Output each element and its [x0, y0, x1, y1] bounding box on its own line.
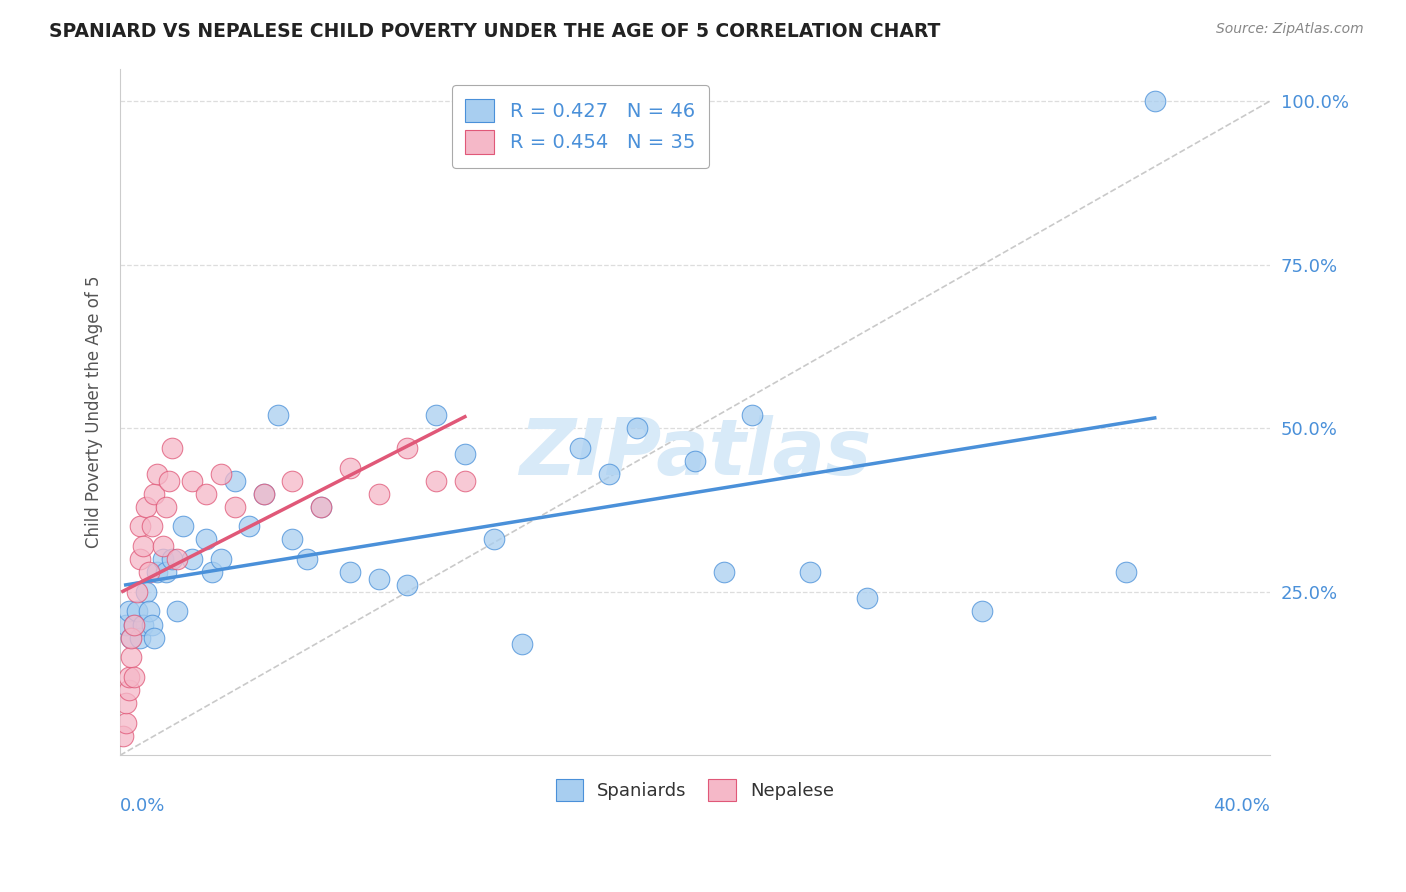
Point	[683, 454, 706, 468]
Point	[367, 572, 389, 586]
Point	[224, 474, 246, 488]
Point	[141, 519, 163, 533]
Point	[129, 631, 152, 645]
Point	[138, 604, 160, 618]
Point	[598, 467, 620, 481]
Point	[121, 631, 143, 645]
Point	[339, 460, 361, 475]
Text: ZIPatlas: ZIPatlas	[519, 415, 870, 491]
Point	[121, 650, 143, 665]
Point	[155, 500, 177, 514]
Point	[425, 408, 447, 422]
Point	[180, 552, 202, 566]
Text: Source: ZipAtlas.com: Source: ZipAtlas.com	[1216, 22, 1364, 37]
Point	[117, 604, 139, 618]
Point	[309, 500, 332, 514]
Point	[972, 604, 994, 618]
Point	[121, 631, 143, 645]
Point	[141, 617, 163, 632]
Text: SPANIARD VS NEPALESE CHILD POVERTY UNDER THE AGE OF 5 CORRELATION CHART: SPANIARD VS NEPALESE CHILD POVERTY UNDER…	[49, 22, 941, 41]
Point	[1115, 565, 1137, 579]
Point	[143, 486, 166, 500]
Point	[160, 441, 183, 455]
Point	[172, 519, 194, 533]
Point	[114, 696, 136, 710]
Point	[127, 584, 149, 599]
Text: 40.0%: 40.0%	[1213, 797, 1270, 814]
Point	[253, 486, 276, 500]
Point	[160, 552, 183, 566]
Point	[238, 519, 260, 533]
Point	[152, 552, 174, 566]
Point	[124, 617, 146, 632]
Y-axis label: Child Poverty Under the Age of 5: Child Poverty Under the Age of 5	[86, 276, 103, 549]
Point	[117, 670, 139, 684]
Point	[454, 447, 477, 461]
Point	[856, 591, 879, 606]
Point	[117, 682, 139, 697]
Point	[201, 565, 224, 579]
Point	[713, 565, 735, 579]
Point	[135, 500, 157, 514]
Point	[124, 617, 146, 632]
Point	[295, 552, 318, 566]
Point	[129, 552, 152, 566]
Point	[425, 474, 447, 488]
Point	[512, 637, 534, 651]
Point	[143, 631, 166, 645]
Point	[253, 486, 276, 500]
Point	[195, 533, 218, 547]
Point	[132, 617, 155, 632]
Point	[209, 552, 232, 566]
Legend: Spaniards, Nepalese: Spaniards, Nepalese	[548, 772, 841, 808]
Text: 0.0%: 0.0%	[120, 797, 166, 814]
Point	[146, 467, 169, 481]
Point	[339, 565, 361, 579]
Point	[195, 486, 218, 500]
Point	[396, 441, 419, 455]
Point	[568, 441, 591, 455]
Point	[146, 565, 169, 579]
Point	[111, 729, 134, 743]
Point	[166, 552, 188, 566]
Point	[127, 604, 149, 618]
Point	[180, 474, 202, 488]
Point	[155, 565, 177, 579]
Point	[209, 467, 232, 481]
Point	[799, 565, 821, 579]
Point	[309, 500, 332, 514]
Point	[129, 519, 152, 533]
Point	[482, 533, 505, 547]
Point	[166, 604, 188, 618]
Point	[224, 500, 246, 514]
Point	[1143, 94, 1166, 108]
Point	[124, 670, 146, 684]
Point	[157, 474, 180, 488]
Point	[396, 578, 419, 592]
Point	[114, 617, 136, 632]
Point	[454, 474, 477, 488]
Point	[626, 421, 648, 435]
Point	[152, 539, 174, 553]
Point	[114, 715, 136, 730]
Point	[138, 565, 160, 579]
Point	[281, 474, 304, 488]
Point	[267, 408, 290, 422]
Point	[281, 533, 304, 547]
Point	[132, 539, 155, 553]
Point	[135, 584, 157, 599]
Point	[367, 486, 389, 500]
Point	[741, 408, 763, 422]
